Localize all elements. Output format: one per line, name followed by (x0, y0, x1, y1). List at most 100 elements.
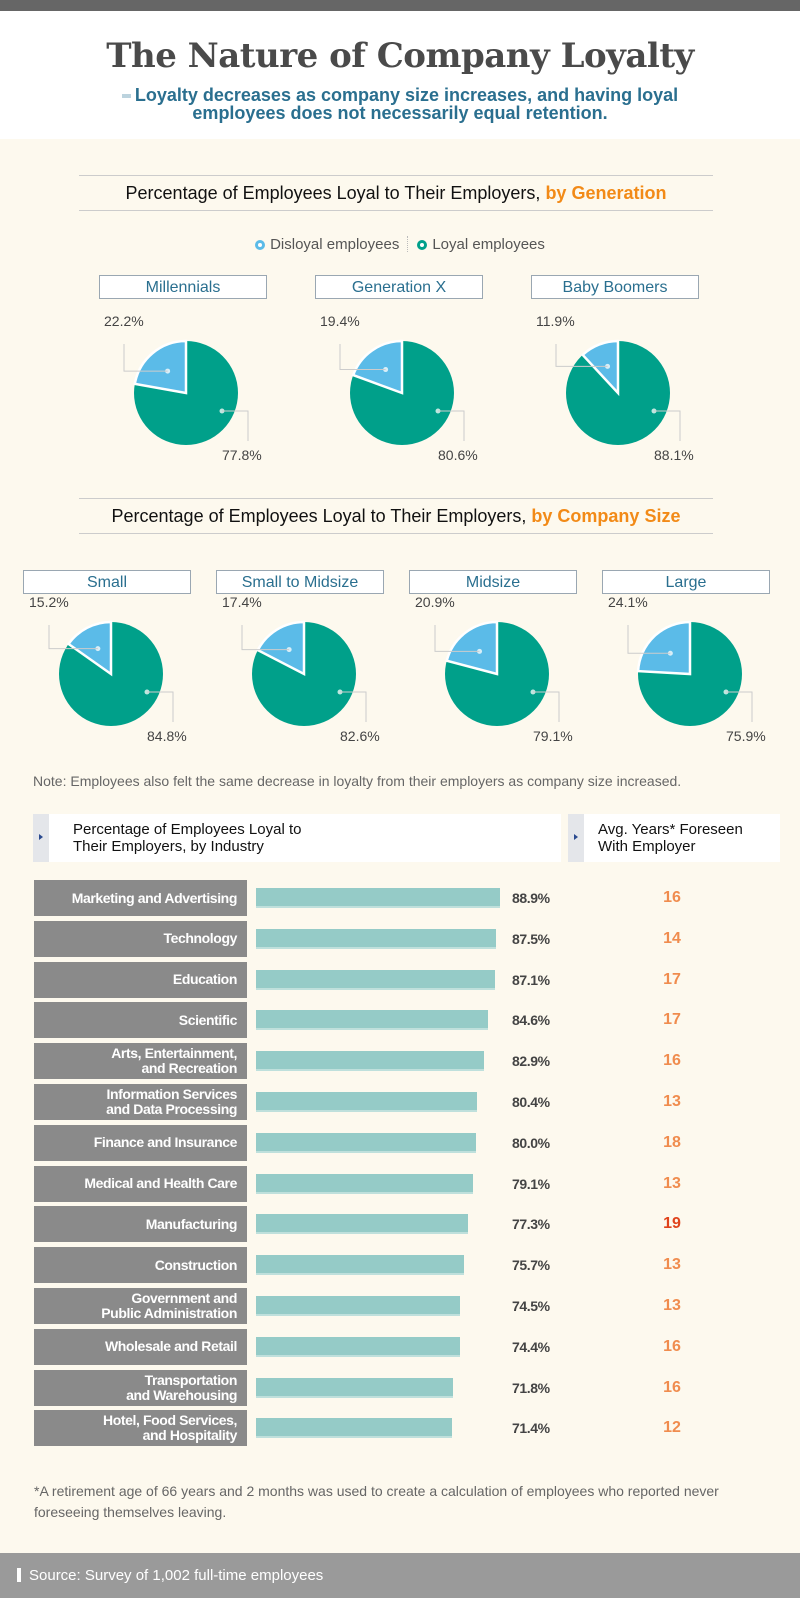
industry-label-text: Education (172, 971, 237, 988)
pie-loyal-label-small: 84.8% (147, 728, 187, 744)
industry-label-information-services-and-data-processing: Information Services and Data Processing (34, 1084, 247, 1120)
pie-disloyal-leader-large (627, 625, 671, 654)
pie-disloyal-slice-millennials (133, 339, 188, 395)
legend-disloyal-label: Disloyal employees (270, 236, 400, 253)
pie-label-midsize: Midsize (409, 570, 577, 594)
industry-label-text: Government and Public Administration (101, 1290, 237, 1321)
years-header-arrow-icon (568, 814, 584, 862)
page-subtitle: Loyalty decreases as company size increa… (100, 86, 700, 122)
header (0, 11, 800, 139)
subtitle-marker (121, 94, 131, 99)
generation-title-highlight: by Generation (545, 183, 667, 203)
pie-loyal-label-small-to-midsize: 82.6% (340, 728, 380, 744)
industry-label-marketing-and-advertising: Marketing and Advertising (34, 880, 247, 916)
industry-years-label: 16 (663, 889, 681, 906)
industry-label-manufacturing: Manufacturing (34, 1206, 247, 1243)
pie-charts: 22.2% 77.8% 19.4% 80.6% 11.9% 88.1% 15.2% 84.8%… (29, 313, 766, 744)
industry-pct-label: 84.6% (512, 1012, 550, 1029)
industry-label-text: Technology (163, 930, 237, 947)
industry-bar-hotel-food-services-and-hospitality (256, 1418, 452, 1439)
pie-disloyal-leader-baby-boomers (555, 344, 608, 367)
pie-loyal-leader-baby-boomers (654, 410, 681, 441)
source-text: Source: Survey of 1,002 full-time employ… (29, 1567, 324, 1584)
industry-pct-label: 82.9% (512, 1053, 550, 1070)
pie-disloyal-slice-midsize (445, 620, 499, 676)
industry-bar-manufacturing (256, 1214, 469, 1235)
pie-loyal-label-midsize: 79.1% (533, 728, 573, 744)
industry-label-text: Wholesale and Retail (104, 1338, 237, 1355)
industry-bar-arts-entertainment-and-recreation (256, 1051, 484, 1072)
pie-disloyal-leader-midsize (434, 625, 480, 652)
industry-years-label: 17 (663, 1011, 681, 1029)
industry-years-label: 13 (663, 1174, 681, 1192)
industry-pct-label: 80.0% (512, 1134, 550, 1151)
pie-label-large: Large (602, 570, 770, 594)
pie-label-millennials: Millennials (99, 275, 267, 299)
pie-disloyal-leader-generation-x (339, 344, 386, 371)
industry-years-label: 19 (663, 1215, 681, 1233)
pie-disloyal-slice-large (636, 620, 692, 676)
pie-disloyal-slice-small-to-midsize (256, 620, 306, 677)
industry-years-label: 16 (663, 1337, 681, 1355)
industry-bar-wholesale-and-retail (256, 1336, 461, 1357)
pie-loyal-label-millennials: 77.8% (222, 447, 262, 463)
pie-label-generation-x: Generation X (315, 275, 483, 299)
years-header-line-2: With Employer (598, 838, 696, 855)
pie-disloyal-slice-small (66, 620, 113, 677)
pie-disloyal-label-large: 24.1% (608, 594, 648, 610)
pie-disloyal-leader-small-to-midsize (241, 625, 290, 651)
top-bar (0, 0, 800, 11)
industry-years-label: 16 (663, 1378, 681, 1396)
pie-loyal-leader-large (726, 691, 753, 722)
pie-loyal-leader-generation-x (438, 410, 465, 441)
industry-label-text: Marketing and Advertising (71, 889, 238, 906)
legend-loyal-label: Loyal employees (432, 236, 545, 253)
pie-loyal-leader-small (147, 691, 174, 722)
pie-disloyal-label-small-to-midsize: 17.4% (222, 594, 262, 610)
legend: Disloyal employees Loyal employees (0, 236, 800, 253)
industry-label-education: Education (34, 961, 247, 998)
industry-pct-label: 77.3% (512, 1216, 550, 1233)
industry-label-text: Information Services and Data Processing (106, 1086, 237, 1117)
industry-pct-label: 74.4% (512, 1338, 550, 1355)
industry-pct-label: 71.4% (512, 1420, 550, 1437)
industry-bar-transportation-and-warehousing (256, 1377, 454, 1398)
company-size-chart-title: Percentage of Employees Loyal to Their E… (79, 498, 713, 534)
industry-pct-label: 75.7% (512, 1257, 550, 1274)
industry-label-text: Medical and Health Care (84, 1175, 237, 1192)
pie-loyal-label-large: 75.9% (726, 728, 766, 744)
industry-bar-marketing-and-advertising (256, 888, 500, 908)
size-title-highlight: by Company Size (531, 506, 681, 526)
legend-disloyal-swatch (255, 240, 266, 250)
industry-bar-medical-and-health-care (256, 1173, 474, 1194)
industry-label-hotel-food-services-and-hospitality: Hotel, Food Services, and Hospitality (34, 1410, 247, 1447)
industry-bar-technology (256, 928, 497, 949)
pie-loyal-leader-millennials (222, 410, 249, 441)
source-marker (17, 1568, 21, 1582)
source-bar: Source: Survey of 1,002 full-time employ… (0, 1553, 800, 1598)
subtitle-line-2: employees does not necessarily equal ret… (192, 103, 608, 123)
pie-disloyal-slice-baby-boomers (580, 339, 620, 397)
pie-disloyal-label-baby-boomers: 11.9% (536, 313, 575, 329)
pie-loyal-leader-midsize (533, 691, 560, 722)
industry-label-text: Transportation and Warehousing (126, 1371, 237, 1403)
industry-bar-construction (256, 1255, 464, 1276)
generation-chart-title: Percentage of Employees Loyal to Their E… (79, 175, 713, 211)
industry-bar-finance-and-insurance (256, 1132, 476, 1153)
industry-years-label: 16 (663, 1052, 681, 1070)
industry-pct-label: 87.5% (512, 930, 550, 947)
pie-label-small: Small (23, 570, 191, 594)
size-note: Note: Employees also felt the same decre… (33, 773, 682, 789)
pie-disloyal-label-generation-x: 19.4% (320, 313, 360, 329)
legend-separator (407, 236, 409, 252)
generation-title-main: Percentage of Employees Loyal to Their E… (125, 183, 541, 203)
pie-disloyal-slice-generation-x (351, 339, 404, 395)
pie-label-small-to-midsize: Small to Midsize (216, 570, 384, 594)
industry-bar-information-services-and-data-processing (256, 1092, 477, 1112)
footnote: *A retirement age of 66 years and 2 mont… (34, 1483, 719, 1520)
subtitle-line-1: Loyalty decreases as company size increa… (134, 85, 679, 105)
pie-loyal-label-baby-boomers: 88.1% (654, 447, 694, 463)
industry-label-transportation-and-warehousing: Transportation and Warehousing (34, 1369, 247, 1406)
industry-years-label: 12 (663, 1419, 681, 1437)
industry-label-construction: Construction (34, 1247, 247, 1284)
